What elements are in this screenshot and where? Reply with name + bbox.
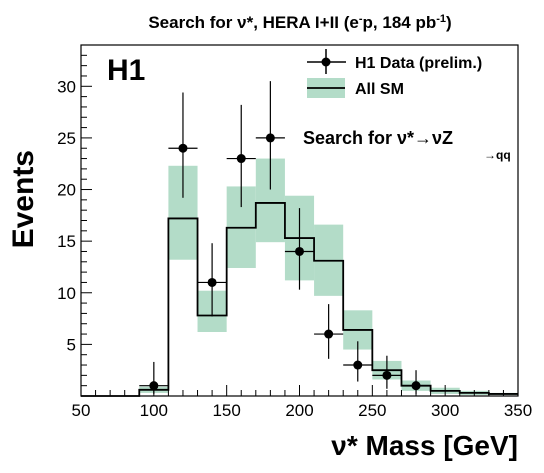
data-points bbox=[139, 81, 431, 394]
data-point bbox=[382, 370, 392, 380]
data-point bbox=[411, 381, 421, 391]
x-tick-label: 150 bbox=[212, 401, 240, 420]
y-tick-label: 15 bbox=[57, 232, 76, 251]
legend-data-marker bbox=[321, 57, 331, 67]
chart-title: Search for ν*, HERA I+II (e-p, 184 pb-1) bbox=[148, 13, 451, 32]
channel-annotation: Search for ν*→νZ bbox=[303, 128, 453, 148]
x-tick-label: 100 bbox=[140, 401, 168, 420]
legend-label-sm: All SM bbox=[355, 81, 404, 98]
y-axis-label: Events bbox=[7, 150, 40, 248]
x-tick-label: 250 bbox=[358, 401, 386, 420]
data-point bbox=[353, 360, 363, 370]
data-point bbox=[178, 143, 188, 153]
y-tick-label: 30 bbox=[57, 77, 76, 96]
x-axis-label: ν* Mass [GeV] bbox=[331, 430, 518, 461]
axes: 50 100 150 200 250 300 350 5 10 15 20 25 30 bbox=[57, 54, 532, 420]
x-tick-label: 300 bbox=[431, 401, 459, 420]
y-tick-label: 25 bbox=[57, 129, 76, 148]
x-tick-label: 350 bbox=[504, 401, 532, 420]
y-tick-label: 5 bbox=[67, 335, 76, 354]
data-point bbox=[236, 154, 246, 164]
data-point bbox=[295, 246, 304, 256]
x-tick-label: 50 bbox=[72, 401, 91, 420]
legend: H1 Data (prelim.) All SM bbox=[307, 49, 482, 98]
channel-annotation-subscript: →qq bbox=[484, 148, 511, 162]
y-tick-label: 20 bbox=[57, 181, 76, 200]
x-tick-label: 200 bbox=[285, 401, 313, 420]
sm-histogram-line bbox=[81, 202, 518, 397]
legend-label-data: H1 Data (prelim.) bbox=[355, 55, 482, 72]
sm-uncertainty-band bbox=[139, 158, 518, 395]
data-point bbox=[324, 329, 334, 339]
sm-histogram bbox=[81, 202, 518, 397]
data-point bbox=[207, 277, 217, 287]
data-point bbox=[265, 133, 275, 143]
experiment-label: H1 bbox=[107, 54, 145, 87]
y-tick-label: 10 bbox=[57, 284, 76, 303]
